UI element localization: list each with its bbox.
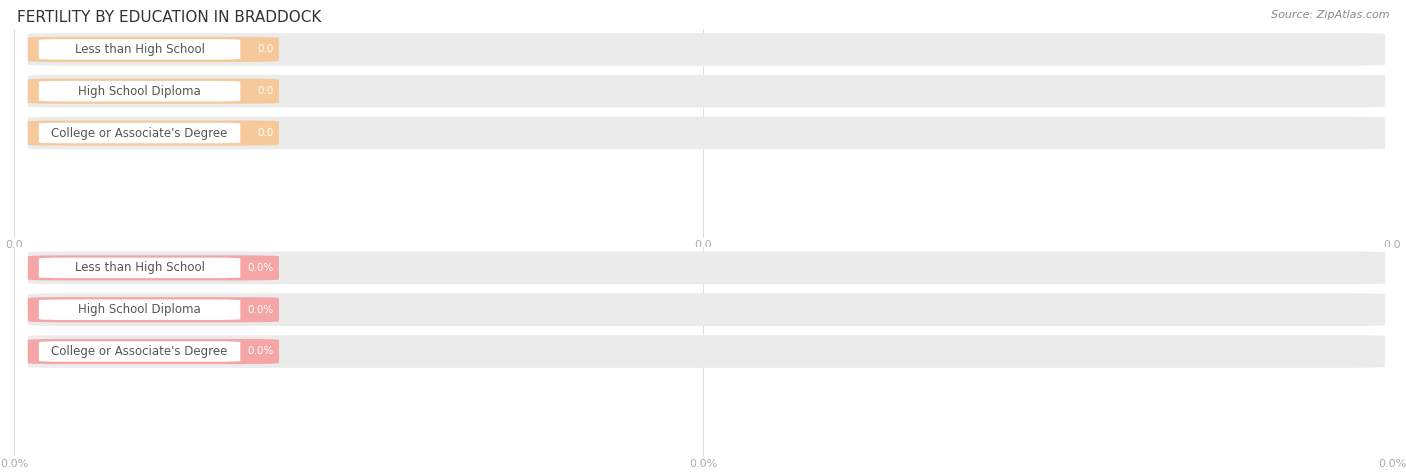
FancyBboxPatch shape (28, 339, 278, 364)
Text: College or Associate's Degree: College or Associate's Degree (52, 126, 228, 140)
Text: Less than High School: Less than High School (75, 261, 205, 275)
Text: 0.0: 0.0 (257, 86, 273, 96)
Text: 0.0: 0.0 (257, 44, 273, 55)
FancyBboxPatch shape (28, 297, 278, 322)
FancyBboxPatch shape (28, 121, 278, 145)
FancyBboxPatch shape (28, 256, 278, 280)
FancyBboxPatch shape (28, 37, 278, 62)
FancyBboxPatch shape (28, 117, 1385, 149)
Text: 0.0: 0.0 (257, 128, 273, 138)
FancyBboxPatch shape (28, 75, 1385, 107)
Text: 0.0%: 0.0% (247, 304, 273, 315)
Text: FERTILITY BY EDUCATION IN BRADDOCK: FERTILITY BY EDUCATION IN BRADDOCK (17, 10, 321, 25)
FancyBboxPatch shape (28, 79, 278, 104)
Text: 0.0%: 0.0% (247, 346, 273, 357)
FancyBboxPatch shape (28, 335, 1385, 368)
FancyBboxPatch shape (39, 257, 240, 278)
Text: High School Diploma: High School Diploma (79, 85, 201, 98)
FancyBboxPatch shape (39, 341, 240, 362)
Text: Less than High School: Less than High School (75, 43, 205, 56)
FancyBboxPatch shape (39, 123, 240, 143)
Text: High School Diploma: High School Diploma (79, 303, 201, 316)
FancyBboxPatch shape (28, 252, 1385, 284)
FancyBboxPatch shape (39, 39, 240, 60)
FancyBboxPatch shape (28, 33, 1385, 66)
Text: 0.0%: 0.0% (247, 263, 273, 273)
Text: Source: ZipAtlas.com: Source: ZipAtlas.com (1271, 10, 1389, 19)
FancyBboxPatch shape (28, 294, 1385, 326)
Text: College or Associate's Degree: College or Associate's Degree (52, 345, 228, 358)
FancyBboxPatch shape (39, 299, 240, 320)
FancyBboxPatch shape (39, 81, 240, 102)
